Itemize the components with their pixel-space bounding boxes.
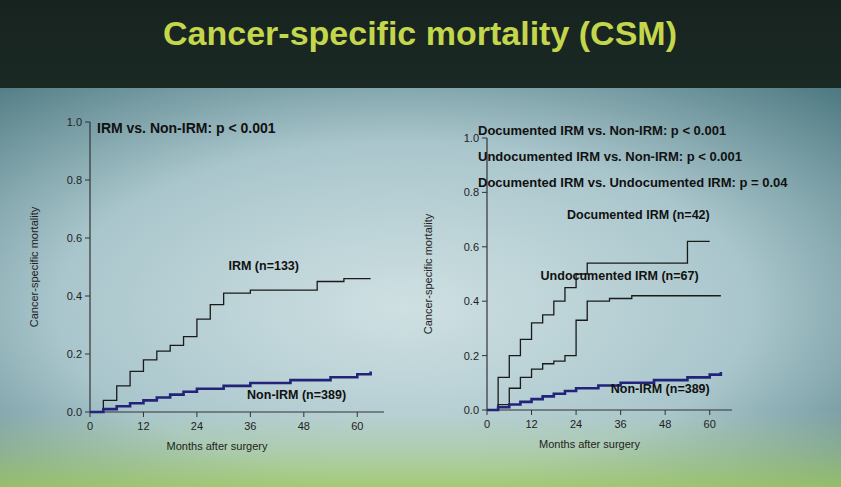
x-axis — [487, 409, 732, 410]
background — [0, 0, 841, 487]
title: Cancer-specific mortality (CSM) — [163, 14, 677, 52]
annotation: Documented IRM vs. Undocumented IRM: p =… — [478, 175, 788, 190]
y-tick-label: 0.0 — [464, 404, 479, 416]
series-label: IRM (n=133) — [228, 259, 299, 273]
series-line — [90, 279, 371, 412]
panel-glow — [0, 410, 841, 487]
y-tick — [482, 410, 487, 411]
y-tick — [85, 354, 90, 355]
panel-background — [0, 88, 841, 487]
y-tick — [85, 238, 90, 239]
slide: Cancer-specific mortality (CSM) 0 12 24 36 48… — [0, 0, 841, 487]
x-tick-label: 48 — [298, 420, 310, 432]
x-axis-label: Months after surgery — [539, 438, 640, 450]
series-line — [487, 296, 721, 410]
x-tick-label: 36 — [244, 420, 256, 432]
x-axis-label: Months after surgery — [167, 440, 268, 452]
y-tick — [85, 122, 90, 123]
x-tick-label: 48 — [659, 418, 671, 430]
x-tick-label: 0 — [484, 418, 490, 430]
y-tick-label: 0.2 — [464, 350, 479, 362]
x-tick — [531, 410, 532, 415]
annotation: IRM vs. Non-IRM: p < 0.001 — [97, 120, 276, 136]
series-label: Documented IRM (n=42) — [567, 208, 710, 222]
y-tick — [85, 412, 90, 413]
x-tick-label: 60 — [351, 420, 363, 432]
x-tick-label: 12 — [525, 418, 537, 430]
y-tick-label: 0.6 — [67, 232, 82, 244]
series-label: Undocumented IRM (n=67) — [541, 269, 699, 283]
x-tick-label: 36 — [615, 418, 627, 430]
y-tick-label: 0.2 — [67, 348, 82, 360]
plot-area — [90, 279, 371, 412]
y-tick-label: 1.0 — [67, 116, 82, 128]
y-tick — [482, 301, 487, 302]
x-tick — [620, 410, 621, 415]
series-line — [487, 372, 721, 410]
series-label: Non-IRM (n=389) — [247, 388, 346, 402]
x-tick — [357, 412, 358, 417]
x-tick — [143, 412, 144, 417]
y-axis-label: Cancer-specific mortality — [422, 213, 434, 334]
x-tick — [665, 410, 666, 415]
chart: 0 12 24 36 48 60 0.0 0.2 0.4 0.6 0.8 1.0 Months afte… — [28, 116, 384, 452]
x-tick — [250, 412, 251, 417]
y-tick — [482, 355, 487, 356]
x-tick — [196, 412, 197, 417]
y-tick-label: 0.8 — [67, 174, 82, 186]
y-tick — [482, 246, 487, 247]
y-tick-label: 0.4 — [464, 295, 479, 307]
series-label: Non-IRM (n=389) — [611, 382, 710, 396]
annotation: Undocumented IRM vs. Non-IRM: p < 0.001 — [478, 149, 742, 164]
x-tick — [709, 410, 710, 415]
y-tick-label: 0.4 — [67, 290, 82, 302]
y-tick — [85, 180, 90, 181]
chart: 0 12 24 36 48 60 0.0 0.2 0.4 0.6 0.8 1.0 Months afte… — [422, 123, 788, 450]
series-line — [90, 371, 371, 412]
x-tick — [303, 412, 304, 417]
x-tick-label: 12 — [137, 420, 149, 432]
x-tick — [576, 410, 577, 415]
y-tick-label: 0.8 — [464, 186, 479, 198]
y-tick — [85, 296, 90, 297]
plot-area — [487, 241, 721, 410]
x-axis — [90, 411, 384, 412]
y-tick-label: 0.0 — [67, 406, 82, 418]
x-tick-label: 0 — [87, 420, 93, 432]
y-tick-label: 0.6 — [464, 241, 479, 253]
x-tick-label: 24 — [570, 418, 582, 430]
y-tick — [482, 192, 487, 193]
x-tick-label: 60 — [704, 418, 716, 430]
annotation: Documented IRM vs. Non-IRM: p < 0.001 — [478, 123, 726, 138]
x-tick-label: 24 — [191, 420, 203, 432]
y-axis — [89, 122, 90, 412]
y-tick-label: 1.0 — [464, 132, 479, 144]
y-axis-label: Cancer-specific mortality — [28, 206, 40, 327]
